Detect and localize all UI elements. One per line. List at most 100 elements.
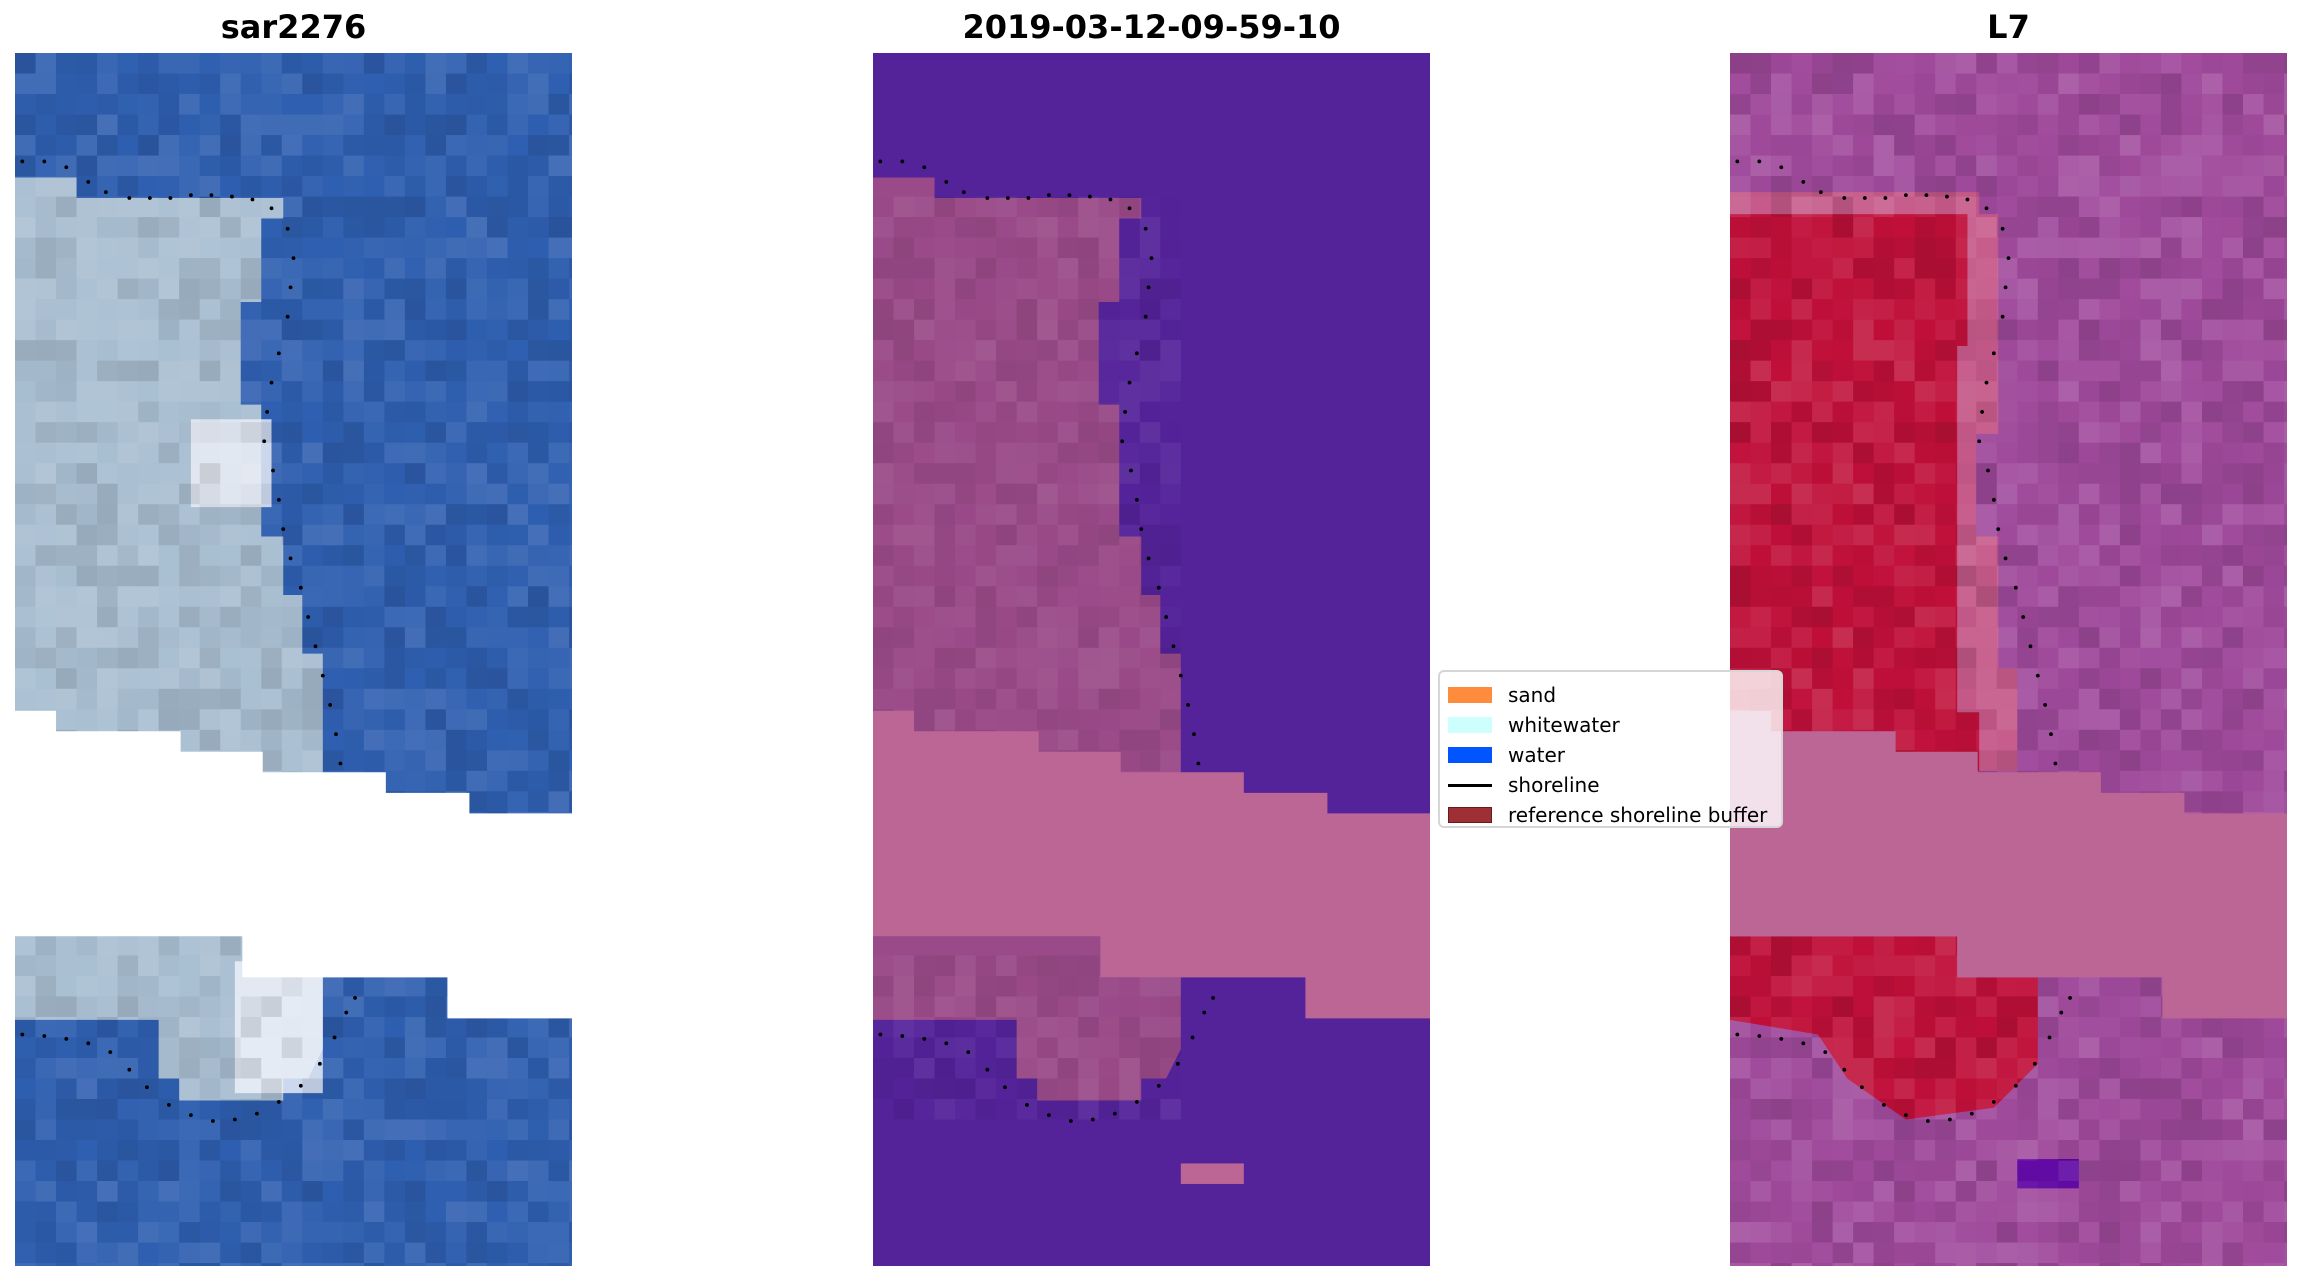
pixel-cell [975, 627, 997, 648]
pixel-cell [2119, 1140, 2141, 1161]
pixel-cell [487, 1120, 508, 1141]
pixel-cell [996, 442, 1017, 464]
shoreline-point [1120, 439, 1125, 444]
pixel-cell [240, 545, 262, 566]
pixel-cell [1832, 217, 1854, 238]
pixel-cell [2140, 586, 2161, 607]
pixel-cell [2120, 422, 2141, 443]
pixel-cell [1099, 1017, 1120, 1038]
pixel-cell [1160, 422, 1181, 443]
shoreline-point [2013, 585, 2018, 590]
pixel-cell [2160, 135, 2182, 156]
pixel-cell [322, 1263, 344, 1266]
pixel-cell [2017, 114, 2038, 136]
pixel-cell [1750, 401, 1772, 423]
pixel-cell [179, 422, 200, 443]
pixel-cell [1160, 320, 1181, 341]
pixel-cell [2284, 770, 2287, 792]
pixel-cell [2078, 217, 2100, 238]
pixel-cell [1997, 1120, 2018, 1141]
pixel-cell [569, 1181, 572, 1202]
pixel-cell [2202, 238, 2223, 259]
pixel-cell [1894, 606, 1915, 628]
pixel-cell [955, 586, 976, 607]
pixel-cell [1078, 237, 1099, 259]
pixel-cell [1812, 360, 1833, 382]
pixel-cell [138, 1058, 159, 1079]
pixel-cell [1935, 1078, 1956, 1099]
pixel-cell [425, 648, 446, 669]
pixel-cell [1792, 586, 1813, 607]
pixel-cell [873, 279, 894, 300]
pixel-cell [425, 279, 446, 300]
pixel-cell [1017, 258, 1038, 279]
pixel-cell [261, 53, 282, 74]
pixel-cell [1057, 955, 1079, 976]
pixel-cell [2160, 483, 2182, 505]
pixel-cell [1119, 1078, 1140, 1099]
pixel-cell [158, 1098, 180, 1120]
pixel-cell [179, 565, 200, 587]
pixel-cell [56, 53, 77, 74]
shoreline-point [1757, 1034, 1762, 1038]
pixel-cell [2181, 525, 2202, 546]
pixel-cell [220, 976, 241, 997]
pixel-cell [1873, 442, 1895, 464]
pixel-cell [1976, 258, 1997, 279]
pixel-cell [528, 73, 549, 95]
pixel-cell [2284, 1181, 2287, 1202]
pixel-cell [220, 340, 241, 361]
pixel-cell [1894, 1140, 1915, 1161]
pixel-cell [1935, 955, 1956, 976]
pixel-cell [466, 607, 487, 628]
pixel-cell [281, 524, 303, 546]
pixel-cell [1955, 975, 1977, 997]
pixel-cell [1833, 238, 1854, 259]
pixel-cell [528, 1242, 549, 1264]
pixel-cell [2160, 94, 2182, 115]
pixel-cell [15, 422, 36, 443]
pixel-cell [138, 668, 159, 689]
pixel-cell [404, 463, 426, 484]
pixel-cell [322, 565, 344, 587]
pixel-cell [486, 1181, 508, 1202]
pixel-cell [1812, 114, 1833, 136]
pixel-cell [2284, 463, 2287, 484]
pixel-cell [1730, 1222, 1751, 1243]
pixel-cell [2181, 1140, 2202, 1161]
pixel-cell [549, 320, 570, 341]
pixel-cell [2201, 360, 2223, 382]
pixel-cell [1078, 586, 1099, 607]
pixel-cell [1098, 1098, 1120, 1120]
pixel-cell [343, 1263, 364, 1266]
pixel-cell [76, 258, 98, 279]
pixel-cell [281, 709, 303, 730]
pixel-cell [2058, 463, 2079, 484]
index-image-panel [1730, 53, 2287, 1266]
pixel-cell [1812, 176, 1833, 197]
pixel-cell [1915, 94, 1936, 115]
pixel-cell [893, 422, 915, 443]
pixel-cell [200, 299, 221, 320]
pixel-cell [1976, 750, 1997, 771]
pixel-cell [302, 299, 323, 320]
pixel-cell [2181, 1057, 2202, 1079]
panel-title-rgb: sar2276 [220, 8, 367, 46]
shoreline-point [1823, 1050, 1828, 1055]
pixel-cell [1914, 1263, 1936, 1266]
pixel-cell [2099, 976, 2120, 997]
pixel-cell [76, 1160, 98, 1182]
pixel-cell [322, 1160, 344, 1182]
pixel-cell [507, 606, 529, 628]
pixel-cell [1853, 237, 1874, 259]
pixel-cell [261, 402, 282, 423]
pixel-cell [240, 381, 262, 402]
pixel-cell [486, 1242, 508, 1264]
pixel-cell [1017, 422, 1038, 443]
pixel-cell [2119, 504, 2141, 525]
pixel-cell [1976, 1160, 1997, 1182]
pixel-cell [1955, 1201, 1977, 1223]
pixel-cell [302, 668, 323, 689]
shoreline-point [232, 1117, 237, 1122]
pixel-cell [466, 176, 487, 197]
